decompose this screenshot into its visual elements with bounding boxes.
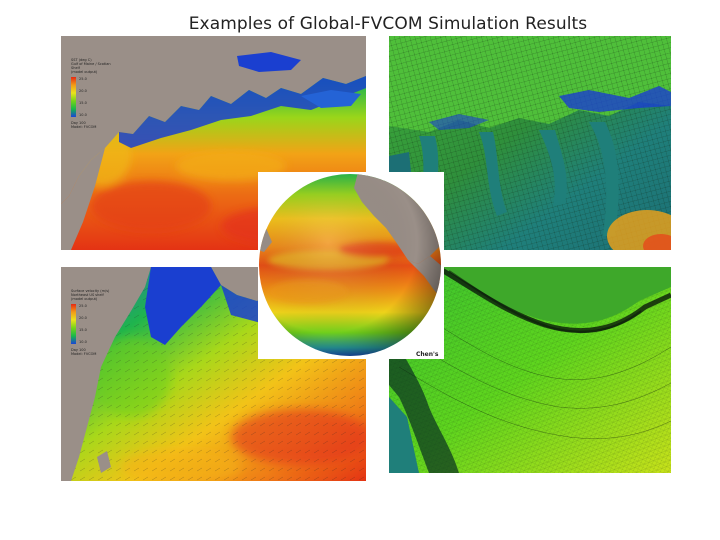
- legend-footer-2: Model: FVCOM: [71, 125, 97, 129]
- slide-title: Examples of Global-FVCOM Simulation Resu…: [188, 14, 588, 34]
- legend-footer-2: Model: FVCOM: [71, 352, 97, 356]
- legend-header-2: Northeast US shelf: [71, 293, 104, 297]
- legend-footer-1: Day 100: [71, 121, 86, 125]
- colorbar-tick: 25.0: [79, 304, 87, 308]
- colorbar: 25.0 20.0 15.0 10.0: [71, 77, 119, 117]
- colorbar-gradient: [71, 304, 76, 344]
- colorbar-tick: 15.0: [79, 101, 87, 105]
- colorbar-tick: 20.0: [79, 89, 87, 93]
- legend-footer-1: Day 100: [71, 348, 86, 352]
- legend-header-2: Gulf of Maine / Scotian Shelf: [71, 62, 111, 70]
- legend-header-1: Surface velocity (m/s): [71, 289, 110, 293]
- legend-header-3: (model output): [71, 70, 98, 74]
- sst-legend: SST (deg C) Gulf of Maine / Scotian Shel…: [71, 58, 119, 129]
- globe-inset: [258, 172, 444, 359]
- colorbar-gradient: [71, 77, 76, 117]
- currents-legend: Surface velocity (m/s) Northeast US shel…: [71, 289, 119, 356]
- colorbar-tick: 20.0: [79, 316, 87, 320]
- colorbar-tick: 10.0: [79, 340, 87, 344]
- legend-header-1: SST (deg C): [71, 58, 92, 62]
- colorbar-tick: 25.0: [79, 77, 87, 81]
- gulf-stream-sst-image: [61, 36, 366, 250]
- gulf-stream-sst-map: SST (deg C) Gulf of Maine / Scotian Shel…: [61, 36, 366, 250]
- legend-header-3: (model output): [71, 297, 98, 301]
- colorbar-tick: 10.0: [79, 113, 87, 117]
- colorbar-tick: 15.0: [79, 328, 87, 332]
- globe-icon: [259, 174, 441, 356]
- colorbar: 25.0 20.0 15.0 10.0: [71, 304, 119, 344]
- image-credit: Chen's: [416, 351, 439, 358]
